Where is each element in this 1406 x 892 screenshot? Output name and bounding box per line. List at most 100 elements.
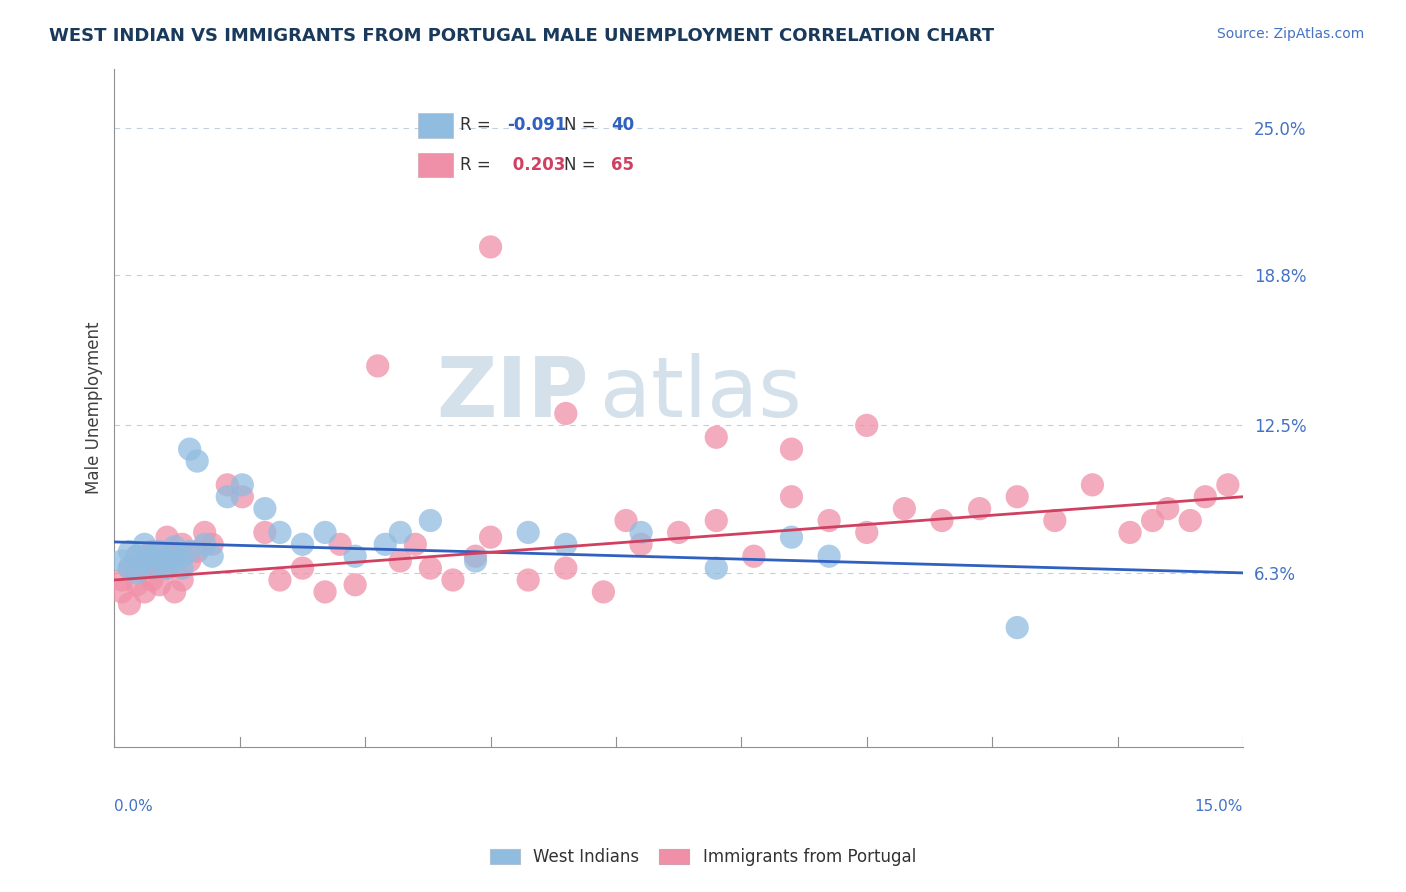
Point	[111, 585, 134, 599]
Text: Source: ZipAtlas.com: Source: ZipAtlas.com	[1216, 27, 1364, 41]
Point	[186, 454, 208, 468]
Y-axis label: Male Unemployment: Male Unemployment	[86, 321, 103, 494]
Point	[314, 585, 336, 599]
Point	[125, 578, 148, 592]
Point	[172, 549, 194, 564]
Point	[125, 549, 148, 564]
Point	[194, 537, 217, 551]
Point	[179, 442, 201, 457]
Point	[269, 573, 291, 587]
Point	[630, 537, 652, 551]
Point	[186, 544, 208, 558]
Point	[179, 544, 201, 558]
Point	[118, 561, 141, 575]
Point	[141, 544, 163, 558]
Point	[441, 573, 464, 587]
Point	[111, 554, 134, 568]
Point	[517, 525, 540, 540]
Point	[742, 549, 765, 564]
Point	[111, 573, 134, 587]
Point	[1119, 525, 1142, 540]
Point	[389, 554, 412, 568]
Point	[134, 561, 156, 575]
Point	[156, 561, 179, 575]
Point	[855, 525, 877, 540]
Text: 15.0%: 15.0%	[1195, 799, 1243, 814]
Point	[931, 514, 953, 528]
Point	[1180, 514, 1202, 528]
Text: atlas: atlas	[600, 353, 801, 434]
Point	[374, 537, 396, 551]
Point	[419, 561, 441, 575]
Point	[855, 418, 877, 433]
Point	[1142, 514, 1164, 528]
Point	[156, 530, 179, 544]
Point	[818, 549, 841, 564]
Point	[134, 537, 156, 551]
Point	[668, 525, 690, 540]
Text: ZIP: ZIP	[436, 353, 588, 434]
Point	[156, 561, 179, 575]
Point	[172, 573, 194, 587]
Point	[554, 537, 576, 551]
Legend: West Indians, Immigrants from Portugal: West Indians, Immigrants from Portugal	[482, 840, 924, 875]
Point	[148, 578, 170, 592]
Point	[1216, 478, 1239, 492]
Point	[1005, 621, 1028, 635]
Point	[329, 537, 352, 551]
Point	[163, 549, 186, 564]
Point	[291, 537, 314, 551]
Point	[554, 561, 576, 575]
Point	[201, 537, 224, 551]
Point	[344, 549, 367, 564]
Point	[344, 578, 367, 592]
Point	[253, 501, 276, 516]
Point	[194, 525, 217, 540]
Point	[780, 442, 803, 457]
Point	[780, 530, 803, 544]
Point	[141, 549, 163, 564]
Point	[179, 554, 201, 568]
Point	[517, 573, 540, 587]
Point	[780, 490, 803, 504]
Point	[614, 514, 637, 528]
Point	[148, 554, 170, 568]
Point	[125, 549, 148, 564]
Point	[1005, 490, 1028, 504]
Point	[818, 514, 841, 528]
Point	[217, 490, 239, 504]
Point	[148, 549, 170, 564]
Point	[217, 478, 239, 492]
Point	[291, 561, 314, 575]
Text: 0.0%: 0.0%	[114, 799, 153, 814]
Point	[592, 585, 614, 599]
Point	[419, 514, 441, 528]
Point	[253, 525, 276, 540]
Point	[163, 585, 186, 599]
Point	[156, 554, 179, 568]
Point	[201, 549, 224, 564]
Point	[464, 554, 486, 568]
Point	[314, 525, 336, 540]
Point	[141, 573, 163, 587]
Point	[389, 525, 412, 540]
Point	[125, 566, 148, 580]
Point	[163, 554, 186, 568]
Point	[1081, 478, 1104, 492]
Point	[1156, 501, 1178, 516]
Point	[969, 501, 991, 516]
Point	[231, 490, 253, 504]
Point	[479, 240, 502, 254]
Point	[141, 561, 163, 575]
Point	[148, 544, 170, 558]
Point	[404, 537, 426, 551]
Point	[163, 540, 186, 554]
Point	[269, 525, 291, 540]
Point	[118, 597, 141, 611]
Point	[118, 561, 141, 575]
Point	[134, 585, 156, 599]
Point	[630, 525, 652, 540]
Point	[1043, 514, 1066, 528]
Text: WEST INDIAN VS IMMIGRANTS FROM PORTUGAL MALE UNEMPLOYMENT CORRELATION CHART: WEST INDIAN VS IMMIGRANTS FROM PORTUGAL …	[49, 27, 994, 45]
Point	[134, 554, 156, 568]
